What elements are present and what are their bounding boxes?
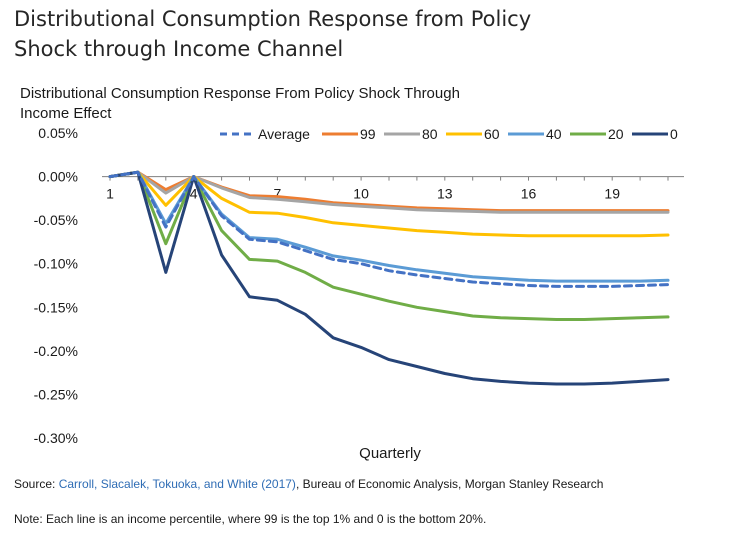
legend-label-60: 60 xyxy=(484,126,500,142)
y-tick-label: -0.05% xyxy=(34,212,78,228)
legend-label-40: 40 xyxy=(546,126,562,142)
x-tick-label: 16 xyxy=(521,186,537,202)
legend-label-99: 99 xyxy=(360,126,376,142)
source-prefix: Source: xyxy=(14,477,59,491)
x-tick-label: 7 xyxy=(274,186,282,202)
series-line-0 xyxy=(108,170,670,386)
source-rest: , Bureau of Economic Analysis, Morgan St… xyxy=(295,477,604,491)
series-line-20 xyxy=(108,170,670,321)
footnote: Note: Each line is an income percentile,… xyxy=(14,512,487,526)
x-tick-label: 19 xyxy=(604,186,620,202)
series-line-80 xyxy=(108,170,670,214)
y-axis-tick-labels: 0.05% 0.00% -0.05% -0.10% -0.15% -0.20% -0.25%… xyxy=(34,125,78,446)
legend-label-20: 20 xyxy=(608,126,624,142)
y-tick-label: 0.00% xyxy=(38,169,78,185)
legend-label-average: Average xyxy=(258,126,310,142)
legend-label-80: 80 xyxy=(422,126,438,142)
x-tick-label: 4 xyxy=(190,186,198,202)
x-axis: 1 4 7 10 13 16 19 xyxy=(102,176,684,202)
series-line-60 xyxy=(108,170,670,238)
y-tick-label: 0.05% xyxy=(38,125,78,141)
y-tick-label: -0.25% xyxy=(34,386,78,402)
source-link[interactable]: Carroll, Slacalek, Tokuoka, and White (2… xyxy=(58,477,296,491)
x-axis-label: Quarterly xyxy=(359,445,421,462)
legend: Average 99 80 60 40 20 0 xyxy=(220,126,678,142)
y-tick-label: -0.10% xyxy=(34,256,78,272)
page-title-line-1: Distributional Consumption Response from… xyxy=(14,7,532,31)
chart-title-line-2: Income Effect xyxy=(20,105,112,122)
page-title-line-2: Shock through Income Channel xyxy=(14,37,344,61)
chart-title-line-1: Distributional Consumption Response From… xyxy=(20,85,460,102)
y-tick-label: -0.15% xyxy=(34,299,78,315)
series-lines xyxy=(108,170,670,386)
page-title: Distributional Consumption Response from… xyxy=(14,4,714,64)
source-note: Source: Carroll, Slacalek, Tokuoka, and … xyxy=(14,476,714,492)
x-tick-label: 1 xyxy=(106,186,114,202)
consumption-response-chart: Distributional Consumption Response From… xyxy=(20,85,684,462)
x-tick-label: 10 xyxy=(353,186,369,202)
y-tick-label: -0.20% xyxy=(34,343,78,359)
y-tick-label: -0.30% xyxy=(34,430,78,446)
x-tick-label: 13 xyxy=(437,186,453,202)
legend-label-0: 0 xyxy=(670,126,678,142)
series-line-average xyxy=(108,170,670,288)
